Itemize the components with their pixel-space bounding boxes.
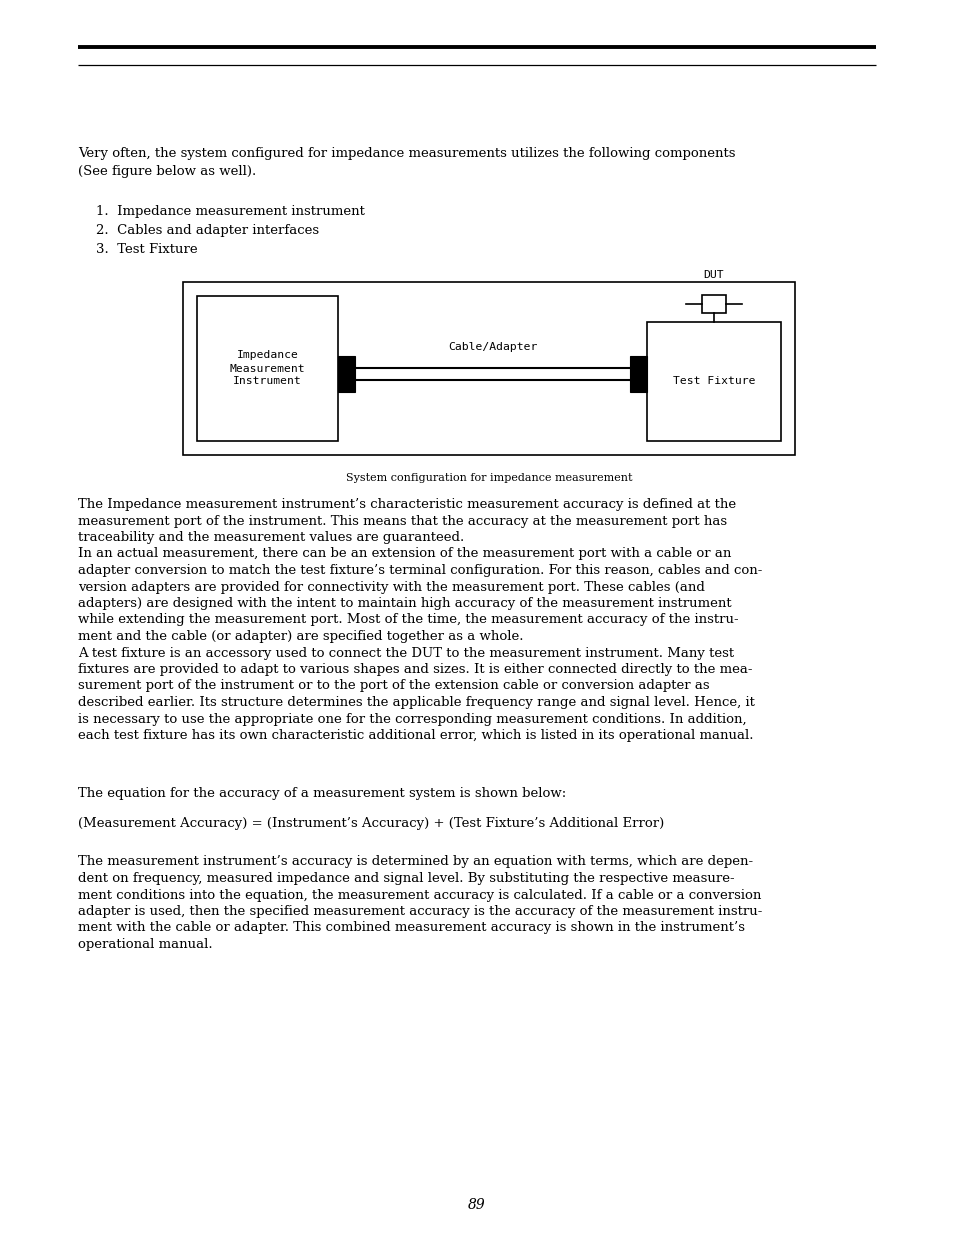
Bar (701, 295, 725, 312)
Text: measurement port of the instrument. This means that the accuracy at the measurem: measurement port of the instrument. This… (78, 515, 726, 527)
Text: The equation for the accuracy of a measurement system is shown below:: The equation for the accuracy of a measu… (78, 788, 566, 800)
Text: Cable/Adapter: Cable/Adapter (447, 342, 537, 352)
Text: adapter is used, then the specified measurement accuracy is the accuracy of the : adapter is used, then the specified meas… (78, 905, 761, 918)
Text: 1.  Impedance measurement instrument: 1. Impedance measurement instrument (96, 205, 364, 219)
Text: Very often, the system configured for impedance measurements utilizes the follow: Very often, the system configured for im… (78, 147, 735, 161)
Text: (Measurement Accuracy) = (Instrument’s Accuracy) + (Test Fixture’s Additional Er: (Measurement Accuracy) = (Instrument’s A… (78, 818, 663, 830)
Text: is necessary to use the appropriate one for the corresponding measurement condit: is necessary to use the appropriate one … (78, 713, 746, 725)
Text: fixtures are provided to adapt to various shapes and sizes. It is either connect: fixtures are provided to adapt to variou… (78, 663, 752, 676)
Bar (337, 356, 355, 391)
Text: DUT: DUT (703, 270, 723, 280)
Text: (See figure below as well).: (See figure below as well). (78, 165, 256, 178)
Text: Impedance: Impedance (236, 351, 298, 361)
Text: The Impedance measurement instrument’s characteristic measurement accuracy is de: The Impedance measurement instrument’s c… (78, 498, 736, 511)
Text: System configuration for impedance measurement: System configuration for impedance measu… (345, 473, 632, 483)
Text: surement port of the instrument or to the port of the extension cable or convers: surement port of the instrument or to th… (78, 679, 709, 693)
Text: ment and the cable (or adapter) are specified together as a whole.: ment and the cable (or adapter) are spec… (78, 630, 523, 643)
Text: 2.  Cables and adapter interfaces: 2. Cables and adapter interfaces (96, 224, 319, 237)
Bar (646, 322, 781, 441)
Text: described earlier. Its structure determines the applicable frequency range and s: described earlier. Its structure determi… (78, 697, 754, 709)
Text: 89: 89 (468, 1198, 485, 1212)
Text: Instrument: Instrument (233, 377, 301, 387)
Text: traceability and the measurement values are guaranteed.: traceability and the measurement values … (78, 531, 464, 543)
Text: A test fixture is an accessory used to connect the DUT to the measurement instru: A test fixture is an accessory used to c… (78, 646, 734, 659)
Text: In an actual measurement, there can be an extension of the measurement port with: In an actual measurement, there can be a… (78, 547, 731, 561)
Bar (629, 356, 646, 391)
Text: Test Fixture: Test Fixture (672, 377, 755, 387)
Text: ment with the cable or adapter. This combined measurement accuracy is shown in t: ment with the cable or adapter. This com… (78, 921, 744, 935)
Text: 3.  Test Fixture: 3. Test Fixture (96, 243, 197, 256)
Text: The measurement instrument’s accuracy is determined by an equation with terms, w: The measurement instrument’s accuracy is… (78, 856, 752, 868)
Text: while extending the measurement port. Most of the time, the measurement accuracy: while extending the measurement port. Mo… (78, 614, 738, 626)
Text: adapters) are designed with the intent to maintain high accuracy of the measurem: adapters) are designed with the intent t… (78, 597, 731, 610)
Text: ment conditions into the equation, the measurement accuracy is calculated. If a : ment conditions into the equation, the m… (78, 888, 760, 902)
Bar (196, 296, 337, 441)
Text: operational manual.: operational manual. (78, 939, 213, 951)
Text: dent on frequency, measured impedance and signal level. By substituting the resp: dent on frequency, measured impedance an… (78, 872, 734, 885)
Text: adapter conversion to match the test fixture’s terminal configuration. For this : adapter conversion to match the test fix… (78, 564, 761, 577)
Text: Measurement: Measurement (230, 363, 305, 373)
Text: each test fixture has its own characteristic additional error, which is listed i: each test fixture has its own characteri… (78, 729, 753, 742)
Bar (183, 282, 794, 454)
Text: version adapters are provided for connectivity with the measurement port. These : version adapters are provided for connec… (78, 580, 704, 594)
